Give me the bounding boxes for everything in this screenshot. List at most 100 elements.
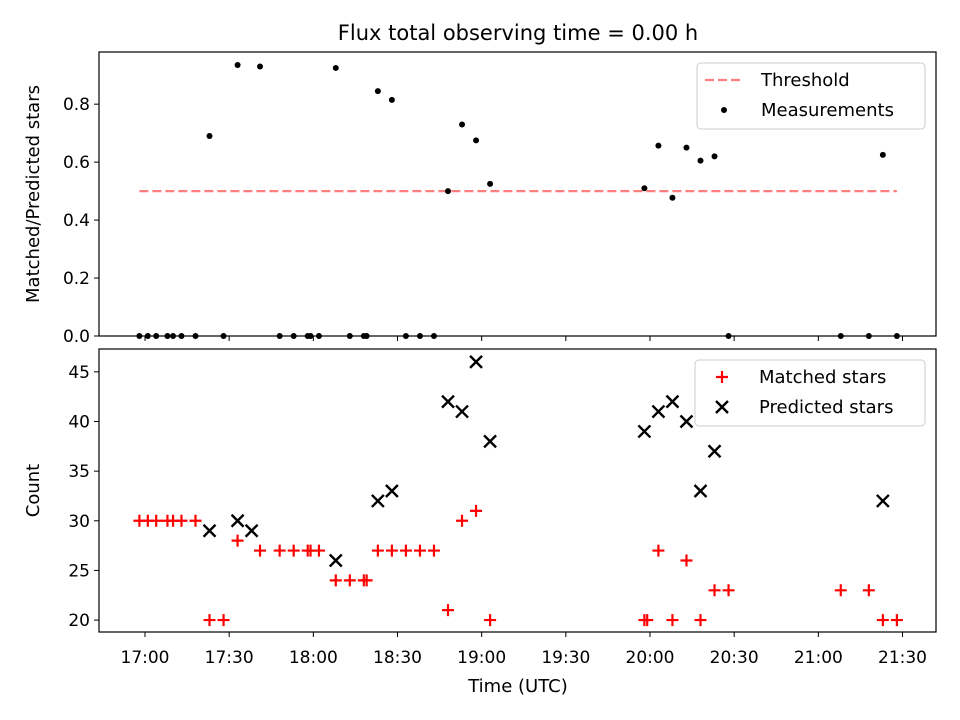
matched-stars-point xyxy=(456,514,469,527)
matched-stars-point xyxy=(470,504,483,517)
measurements-point xyxy=(445,188,451,195)
matched-stars-point xyxy=(360,574,373,587)
y-axis-label: Count xyxy=(23,464,44,517)
matched-stars-point xyxy=(834,584,847,597)
legend-label: Matched stars xyxy=(759,367,886,388)
predicted-stars-point xyxy=(679,414,694,429)
matched-stars-point xyxy=(231,534,244,547)
x-tick-label: 17:00 xyxy=(121,648,170,668)
predicted-stars-point xyxy=(230,513,245,528)
measurements-point xyxy=(669,194,676,201)
legend-label: Threshold xyxy=(760,70,850,91)
measurements-point xyxy=(332,64,339,71)
legend-measurements-swatch xyxy=(721,107,727,113)
matched-stars-point xyxy=(189,514,202,527)
plot-frame xyxy=(98,51,937,337)
matched-stars-point xyxy=(484,614,497,627)
matched-stars-point xyxy=(217,614,230,627)
measurements-point xyxy=(683,144,690,151)
matched-stars-point xyxy=(343,574,356,587)
legend-predicted-stars-swatch xyxy=(715,400,729,414)
predicted-stars-point xyxy=(637,424,652,439)
measurements-point xyxy=(388,96,395,103)
matched-stars-point xyxy=(876,614,889,627)
x-tick-label: 18:00 xyxy=(289,648,338,668)
x-tick-label: 19:30 xyxy=(541,648,590,668)
y-tick-label: 30 xyxy=(68,512,90,532)
predicted-stars-point xyxy=(328,553,343,568)
matched-stars-point xyxy=(287,544,300,557)
matched-stars-point xyxy=(413,544,426,557)
measurements-point xyxy=(459,121,466,128)
predicted-stars-point xyxy=(876,494,890,508)
matched-stars-point xyxy=(273,544,286,557)
measurements-point xyxy=(257,63,264,70)
predicted-stars-point xyxy=(371,494,385,508)
x-tick-label: 19:00 xyxy=(457,648,506,668)
measurements-point xyxy=(641,185,648,192)
x-tick-label: 18:30 xyxy=(373,648,422,668)
measurements-point xyxy=(697,157,704,164)
y-tick-label: 0.2 xyxy=(63,269,90,289)
matched-stars-point xyxy=(329,574,342,587)
matched-stars-point xyxy=(150,514,163,527)
legend-label: Measurements xyxy=(761,100,894,121)
y-tick-label: 0.6 xyxy=(63,153,90,173)
measurements-point xyxy=(234,62,241,69)
legend-label: Predicted stars xyxy=(759,397,893,418)
measurements-point xyxy=(655,142,662,149)
y-tick-label: 0.4 xyxy=(63,211,90,231)
predicted-stars-point xyxy=(707,444,722,459)
legend-matched-stars-swatch xyxy=(716,371,728,383)
y-tick-label: 20 xyxy=(68,611,90,631)
y-tick-label: 40 xyxy=(68,412,90,432)
matched-stars-point xyxy=(666,614,679,627)
predicted-stars-point xyxy=(244,523,259,538)
matched-stars-point xyxy=(641,614,654,627)
matched-stars-point xyxy=(442,604,454,617)
matched-stars-point xyxy=(399,544,412,557)
y-tick-label: 0.0 xyxy=(63,327,90,347)
y-tick-label: 45 xyxy=(68,363,90,383)
predicted-stars-point xyxy=(693,484,708,498)
matched-stars-point xyxy=(427,544,440,557)
x-tick-label: 21:00 xyxy=(794,648,843,668)
matched-stars-point xyxy=(385,544,398,557)
matched-stars-point xyxy=(680,554,693,567)
ratio-panel: 0.0 0.2 0.4 0.6 0.8 Matched/Predicted stars Th… xyxy=(23,51,937,347)
matched-stars-point xyxy=(652,544,665,557)
predicted-stars-point xyxy=(469,355,483,369)
matched-stars-point xyxy=(722,584,735,597)
count-panel: 20 25 30 35 40 45 17:00 17:30 18:00 18:30 19:00 19:… xyxy=(23,348,937,668)
y-axis-label: Matched/Predicted stars xyxy=(23,85,44,303)
x-tick-label: 20:30 xyxy=(710,648,759,668)
measurements-point xyxy=(711,153,718,160)
y-tick-label: 0.8 xyxy=(63,95,90,115)
predicted-stars-point xyxy=(385,484,399,498)
legend xyxy=(696,62,926,130)
x-tick-label: 17:30 xyxy=(205,648,254,668)
measurements-point xyxy=(206,133,213,140)
predicted-stars-point xyxy=(455,404,469,419)
predicted-stars-point xyxy=(202,523,217,538)
legend xyxy=(694,359,926,427)
measurements-point xyxy=(487,180,494,187)
measurements-point xyxy=(879,151,886,158)
x-axis-label: Time (UTC) xyxy=(467,676,568,697)
predicted-stars-point xyxy=(441,394,455,409)
matched-stars-point xyxy=(175,514,188,527)
matched-stars-point xyxy=(708,584,721,597)
y-tick-label: 35 xyxy=(68,462,90,482)
x-tick-label: 21:30 xyxy=(878,648,927,668)
predicted-stars-point xyxy=(483,434,497,449)
matched-stars-point xyxy=(312,544,325,557)
matched-stars-point xyxy=(254,544,267,557)
figure-title: Flux total observing time = 0.00 h xyxy=(338,21,698,45)
plot-frame xyxy=(98,348,937,633)
measurements-point xyxy=(473,137,480,144)
predicted-stars-point xyxy=(651,404,666,419)
predicted-stars-point xyxy=(665,394,680,409)
matched-stars-point xyxy=(862,584,875,597)
y-tick-label: 25 xyxy=(68,561,90,581)
